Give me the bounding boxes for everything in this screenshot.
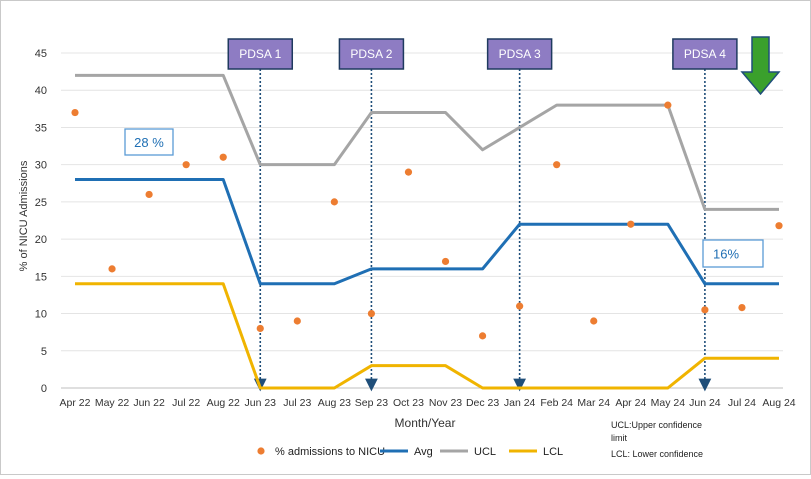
legend-label: UCL xyxy=(474,446,496,458)
data-point xyxy=(145,190,153,199)
x-tick-label: Sep 23 xyxy=(355,397,388,409)
pdsa-label: PDSA 4 xyxy=(684,47,726,61)
x-tick-label: Jun 24 xyxy=(689,397,721,409)
x-tick-label: Nov 23 xyxy=(429,397,462,409)
pdsa-dotted-lines xyxy=(253,69,712,392)
y-tick-label: 45 xyxy=(35,48,47,60)
legend-marker xyxy=(257,447,265,455)
data-point xyxy=(71,108,79,117)
x-tick-label: Aug 24 xyxy=(762,397,795,409)
y-tick-label: 0 xyxy=(41,383,47,395)
x-tick-label: Mar 24 xyxy=(577,397,610,409)
data-point xyxy=(219,153,227,161)
pdsa-boxes: PDSA 1 PDSA 2 PDSA 3 PDSA 4 xyxy=(227,38,738,70)
x-tick-label: Jul 22 xyxy=(172,397,200,409)
y-tick-label: 25 xyxy=(35,197,47,209)
x-tick-labels: Apr 22 May 22 Jun 22 Jul 22 Aug 22 Jun 23 Jul … xyxy=(60,397,796,409)
data-point xyxy=(516,302,524,310)
legend-note-lcl: LCL: Lower confidence xyxy=(611,449,703,459)
y-tick-labels: 0 5 10 15 20 25 30 35 40 45 xyxy=(35,48,47,395)
scatter-points xyxy=(71,101,783,340)
data-point xyxy=(367,309,376,318)
legend-label: Avg xyxy=(414,446,433,458)
callout-label: 16% xyxy=(713,247,739,262)
pdsa-box xyxy=(486,38,553,70)
x-tick-label: May 24 xyxy=(651,397,686,409)
data-point xyxy=(627,220,635,228)
data-point xyxy=(701,306,709,314)
pdsa-box xyxy=(227,38,294,70)
series-lines xyxy=(75,73,779,390)
x-tick-label: Jun 22 xyxy=(133,397,165,409)
x-tick-label: Jan 24 xyxy=(504,397,536,409)
data-point xyxy=(293,317,301,325)
y-axis-label: % of NICU Admissions xyxy=(18,160,30,271)
x-axis-label: Month/Year xyxy=(395,416,456,430)
callout-label: 28 % xyxy=(134,135,164,150)
legend-note-ucl-cont: limit xyxy=(611,433,627,443)
legend-label: % admissions to NICU xyxy=(275,446,385,458)
y-tick-label: 40 xyxy=(35,85,47,97)
y-tick-label: 10 xyxy=(35,309,47,321)
data-point xyxy=(441,257,450,266)
y-tick-label: 5 xyxy=(41,346,47,358)
data-point xyxy=(256,324,264,333)
callout-box xyxy=(124,128,174,156)
pdsa-box xyxy=(672,38,738,70)
legend-label: LCL xyxy=(543,446,563,458)
x-tick-label: Apr 24 xyxy=(615,397,646,409)
x-tick-label: Dec 23 xyxy=(466,397,499,409)
callout-box xyxy=(702,239,764,268)
x-tick-label: Apr 22 xyxy=(60,397,91,409)
pdsa-label: PDSA 2 xyxy=(350,47,392,61)
y-tick-label: 30 xyxy=(35,160,47,172)
down-arrow-icon xyxy=(740,36,781,96)
data-point xyxy=(330,198,338,206)
y-tick-label: 15 xyxy=(35,271,47,283)
legend-note-ucl: UCL:Upper confidence xyxy=(611,420,702,430)
data-point xyxy=(590,317,598,325)
y-tick-label: 35 xyxy=(35,122,47,134)
series-line-avg xyxy=(75,178,779,286)
x-tick-label: Aug 22 xyxy=(207,397,240,409)
pdsa-label: PDSA 1 xyxy=(239,47,281,61)
data-point xyxy=(553,161,561,169)
series-line-ucl xyxy=(75,73,779,211)
x-tick-label: Jul 23 xyxy=(283,397,311,409)
y-tick-label: 20 xyxy=(35,234,47,246)
data-point xyxy=(775,222,783,230)
data-point xyxy=(404,168,413,176)
data-point xyxy=(108,265,116,273)
gridlines xyxy=(61,52,783,389)
data-point xyxy=(664,101,672,109)
data-point xyxy=(182,161,190,169)
pdsa-label: PDSA 3 xyxy=(499,47,541,61)
pdsa-box xyxy=(338,38,405,70)
x-tick-label: Jun 23 xyxy=(244,397,276,409)
data-point xyxy=(478,332,487,340)
x-tick-label: May 22 xyxy=(95,397,130,409)
x-tick-label: Oct 23 xyxy=(393,397,424,409)
data-point xyxy=(738,304,746,312)
legend: % admissions to NICU Avg UCL LCL xyxy=(257,446,563,458)
x-tick-label: Aug 23 xyxy=(318,397,351,409)
callouts: 28 % 16% xyxy=(124,128,764,268)
x-tick-label: Feb 24 xyxy=(540,397,573,409)
x-tick-label: Jul 24 xyxy=(728,397,756,409)
series-line-lcl xyxy=(75,282,779,390)
